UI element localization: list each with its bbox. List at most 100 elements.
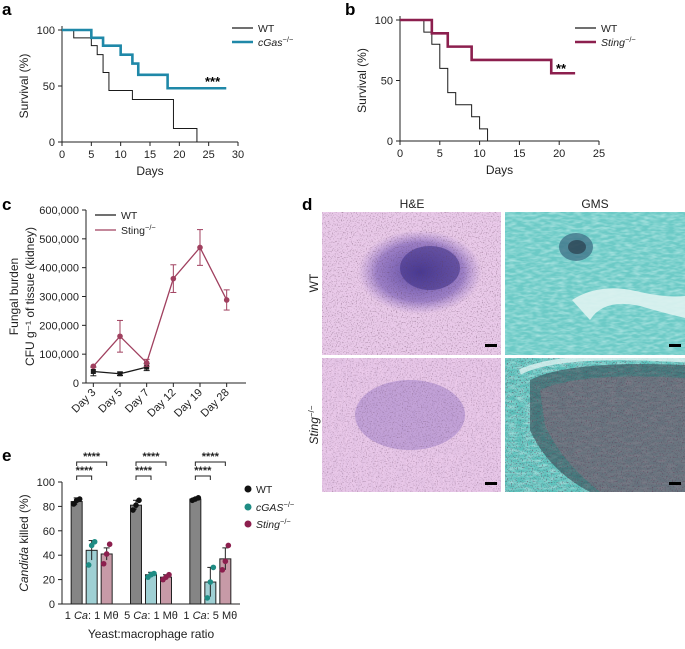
e-bracket [76,475,93,480]
e-data-point [76,496,83,502]
legend-label-wt-c: WT [121,210,138,222]
col-label-gms: GMS [581,197,608,211]
panel-b-legend: WT Sting−/− [575,23,636,49]
c-series-0-point [144,364,150,370]
e-data-point [219,567,226,573]
b-x-tick-label: 20 [553,148,565,160]
e-bracket-stars: **** [202,451,220,463]
b-y-tick-label: 50 [381,76,393,88]
c-x-tick-label: Day 28 [199,387,232,420]
e-y-tick-label: 100 [37,477,55,489]
panel-a-legend: WT cGas−/− [232,23,294,49]
significance-b: ** [556,61,567,76]
c-y-tick-label: 400,000 [39,263,79,275]
panel-letter-a: a [2,0,12,19]
e-data-point [85,562,92,568]
panel-a-survival-chart: 0 50 100 0 5 10 15 20 25 30 Days Survival (%) [17,25,244,178]
panel-e-killing-bar-chart: 0 20 40 60 80 100 Candida killed (%) 1 Ca: 1 Mθ… [17,451,240,641]
c-y-tick-label: 200,000 [39,320,79,332]
e-data-point [222,558,229,565]
panel-letter-b: b [345,0,355,19]
c-series-1-point [170,275,177,282]
a-y-tick-label: 0 [49,137,55,149]
legend-label-sting-e: Sting−/− [256,517,291,531]
e-data-point [106,541,113,548]
panel-e-legend: WT cGAS−/− Sting−/− [244,484,295,531]
b-y-tick-label: 0 [387,136,393,148]
e-bar [189,498,202,605]
a-x-tick-label: 25 [203,149,215,161]
a-x-tick-label: 20 [173,149,185,161]
b-y-tick-label: 100 [375,15,393,27]
e-bracket-stars: **** [76,465,94,477]
a-y-axis-title: Survival (%) [17,54,31,119]
b-x-tick-label: 0 [397,148,403,160]
e-data-point [210,564,217,571]
e-bracket [135,475,152,480]
e-bar [70,501,83,605]
panel-letter-c: c [2,195,11,214]
e-data-point [166,571,172,578]
c-series-1-line [92,246,228,367]
e-y-tick-label: 60 [43,526,55,538]
significance-a: *** [205,74,221,89]
b-series-1-line [400,18,576,75]
c-y-tick-label: 300,000 [39,292,79,304]
e-y-tick-label: 40 [43,550,55,562]
c-series-0-point [117,371,123,377]
e-data-point [207,579,214,585]
e-bracket [135,461,167,466]
e-x-axis-title: Yeast:macrophage ratio [88,627,215,641]
c-series-1-point [117,333,123,340]
a-x-tick-label: 5 [88,149,94,161]
e-x-tick-label: 5 Ca: 1 Mθ [124,610,178,622]
e-bar [130,504,142,605]
e-y-tick-label: 0 [49,599,55,611]
c-y-tick-label: 600,000 [39,205,79,217]
b-x-tick-label: 25 [593,148,605,160]
legend-label-wt-b: WT [601,23,618,35]
panel-letter-d: d [302,195,312,214]
e-data-point [204,595,211,601]
e-data-point [103,551,110,557]
c-y-tick-label: 0 [73,378,79,390]
a-x-tick-label: 10 [115,149,127,161]
b-x-tick-label: 15 [513,148,525,160]
e-y-tick-label: 80 [43,501,55,513]
a-x-tick-label: 30 [232,149,244,161]
a-x-tick-label: 0 [59,149,65,161]
c-y-axis-title: Fungal burden [7,258,21,335]
b-x-tick-label: 5 [437,148,443,160]
legend-label-wt-e: WT [256,484,273,496]
a-x-tick-label: 15 [144,149,156,161]
c-y-tick-label: 500,000 [39,234,79,246]
c-x-tick-label: Day 19 [172,387,205,420]
micrograph-sting-gms [505,358,685,492]
e-data-point [133,502,139,508]
e-y-tick-label: 20 [43,575,55,587]
micrograph-wt-he [322,212,501,355]
e-data-point [136,497,142,504]
b-series-0-line [400,19,489,141]
legend-label-cgas-a: cGas−/− [258,35,294,49]
c-y-axis-title-2: CFU g⁻¹ of tissue (kidney) [23,227,37,366]
b-x-tick-label: 10 [473,148,485,160]
b-y-axis-title: Survival (%) [355,48,369,113]
c-series-1-point [90,363,97,370]
panel-letter-e: e [2,446,11,465]
row-label-wt: WT [307,273,321,292]
panel-c-fungal-burden-chart: 0 100,000 200,000 300,000 400,000 500,000 600,… [7,205,246,420]
e-y-axis-title: Candida killed (%) [17,494,31,591]
panel-c-legend: WT Sting−/− [95,210,156,237]
e-bracket [76,461,108,466]
c-series-1-point [143,360,150,366]
c-series-1-point [223,297,230,303]
micrograph-wt-gms [505,212,685,355]
e-data-point [100,560,107,567]
col-label-he: H&E [400,197,425,211]
b-x-axis-title: Days [486,163,513,177]
legend-label-sting-c: Sting−/− [121,223,156,237]
e-bracket [194,475,211,480]
micrograph-sting-he [322,358,501,492]
